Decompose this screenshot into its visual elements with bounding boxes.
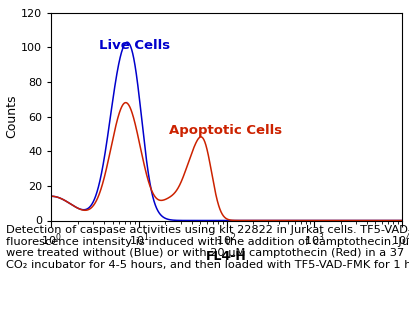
Text: Live Cells: Live Cells — [99, 39, 170, 52]
Text: Detection of caspase activities using kit 22822 in Jurkat cells. TF5-VAD-FMK
flu: Detection of caspase activities using ki… — [6, 225, 409, 270]
X-axis label: FL4-H: FL4-H — [206, 250, 246, 263]
Y-axis label: Counts: Counts — [5, 95, 18, 138]
Text: Apoptotic Cells: Apoptotic Cells — [169, 124, 281, 137]
